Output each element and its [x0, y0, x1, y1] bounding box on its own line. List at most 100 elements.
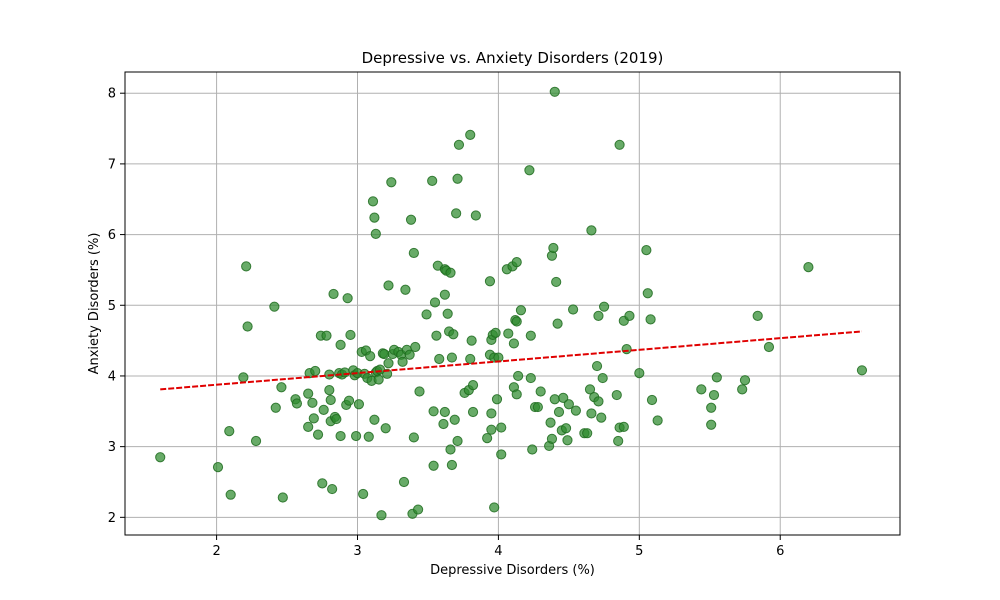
- scatter-point: [373, 374, 384, 385]
- chart-title: Depressive vs. Anxiety Disorders (2019): [362, 49, 664, 67]
- scatter-point: [562, 435, 573, 446]
- scatter-point: [614, 139, 625, 150]
- scatter-point: [624, 310, 635, 321]
- scatter-point: [386, 177, 397, 188]
- scatter-point: [310, 365, 321, 377]
- y-tick-label: 3: [108, 440, 116, 455]
- scatter-point: [451, 208, 462, 219]
- scatter-point: [491, 394, 503, 405]
- scatter-point: [363, 431, 374, 442]
- scatter-point: [563, 399, 574, 410]
- scatter-point: [641, 245, 652, 256]
- scatter-point: [467, 380, 479, 391]
- scatter-point: [515, 305, 527, 316]
- scatter-point: [408, 247, 419, 259]
- scatter-point: [613, 435, 624, 447]
- scatter-point: [379, 348, 390, 360]
- scatter-point: [242, 321, 253, 332]
- scatter-point: [597, 372, 608, 384]
- scatter-point: [331, 413, 342, 425]
- scatter-point: [343, 395, 355, 406]
- scatter-point: [398, 476, 410, 488]
- scatter-point: [586, 408, 597, 419]
- scatter-point: [553, 406, 565, 418]
- scatter-point: [439, 289, 450, 300]
- scatter-point: [342, 293, 353, 304]
- scatter-point: [358, 488, 369, 500]
- scatter-point: [335, 430, 346, 442]
- scatter-point: [325, 394, 336, 406]
- scatter-point: [276, 382, 287, 393]
- scatter-point: [511, 389, 522, 400]
- scatter-point: [545, 417, 556, 428]
- y-tick-label: 5: [108, 299, 116, 314]
- y-tick-label: 8: [108, 87, 116, 102]
- y-tick-label: 2: [108, 511, 116, 526]
- scatter-point: [442, 308, 453, 319]
- scatter-point: [532, 401, 543, 413]
- scatter-point: [452, 173, 463, 184]
- scatter-point: [452, 435, 463, 447]
- scatter-point: [383, 280, 394, 291]
- scatter-point: [570, 405, 582, 416]
- scatter-point: [370, 228, 381, 239]
- scatter-point: [586, 225, 597, 236]
- scatter-point: [645, 314, 656, 325]
- axes-frame: [124, 71, 901, 536]
- scatter-point: [482, 433, 493, 444]
- scatter-point: [428, 406, 439, 417]
- scatter-point: [365, 351, 376, 362]
- scatter-point: [503, 328, 514, 339]
- scatter-point: [552, 318, 563, 329]
- scatter-point: [634, 368, 645, 379]
- scatter-point: [611, 389, 622, 401]
- trend-line: [160, 330, 863, 391]
- scatter-point: [414, 386, 425, 397]
- scatter-point: [312, 429, 324, 440]
- scatter-point: [467, 406, 479, 418]
- scatter-point: [212, 462, 224, 473]
- scatter-point: [558, 392, 569, 403]
- scatter-point: [584, 384, 596, 395]
- y-axis-ticks: 2 3 4 5 6 7 8: [108, 87, 125, 526]
- x-tick-label: 6: [776, 544, 784, 559]
- scatter-point: [582, 428, 593, 439]
- scatter-point: [513, 370, 524, 382]
- y-tick-label: 6: [108, 228, 116, 243]
- scatter-point: [535, 386, 546, 397]
- y-axis-label: Anxiety Disorders (%): [87, 233, 102, 375]
- scatter-point: [429, 297, 441, 308]
- data-points: [155, 86, 868, 521]
- scatter-point: [335, 339, 346, 350]
- scatter-point: [345, 329, 356, 341]
- scatter-point: [434, 353, 445, 365]
- scatter-point: [466, 335, 477, 346]
- grid: [125, 72, 900, 535]
- scatter-point: [353, 399, 365, 410]
- scatter-point: [448, 329, 459, 340]
- scatter-point: [350, 430, 362, 442]
- scatter-point: [438, 418, 449, 430]
- scatter-point: [308, 413, 319, 424]
- scatter-point: [696, 384, 707, 395]
- x-axis-ticks: 2 3 4 5 6: [212, 535, 784, 559]
- scatter-point: [525, 330, 536, 341]
- scatter-point: [618, 421, 629, 432]
- y-tick-label: 4: [108, 369, 116, 384]
- scatter-point: [549, 394, 560, 405]
- scatter-point: [560, 423, 572, 434]
- scatter-point: [803, 261, 814, 273]
- scatter-point: [496, 449, 507, 460]
- scatter-point: [591, 360, 603, 372]
- scatter-point: [465, 129, 476, 141]
- y-tick-label: 7: [108, 157, 116, 172]
- scatter-point: [408, 432, 419, 443]
- scatter-point: [567, 304, 579, 315]
- scatter-point: [525, 372, 536, 384]
- scatter-point: [524, 165, 535, 176]
- scatter-point: [383, 358, 394, 369]
- scatter-point: [548, 242, 559, 254]
- scatter-point: [449, 414, 460, 425]
- scatter-point: [737, 384, 748, 395]
- scatter-point: [270, 402, 281, 413]
